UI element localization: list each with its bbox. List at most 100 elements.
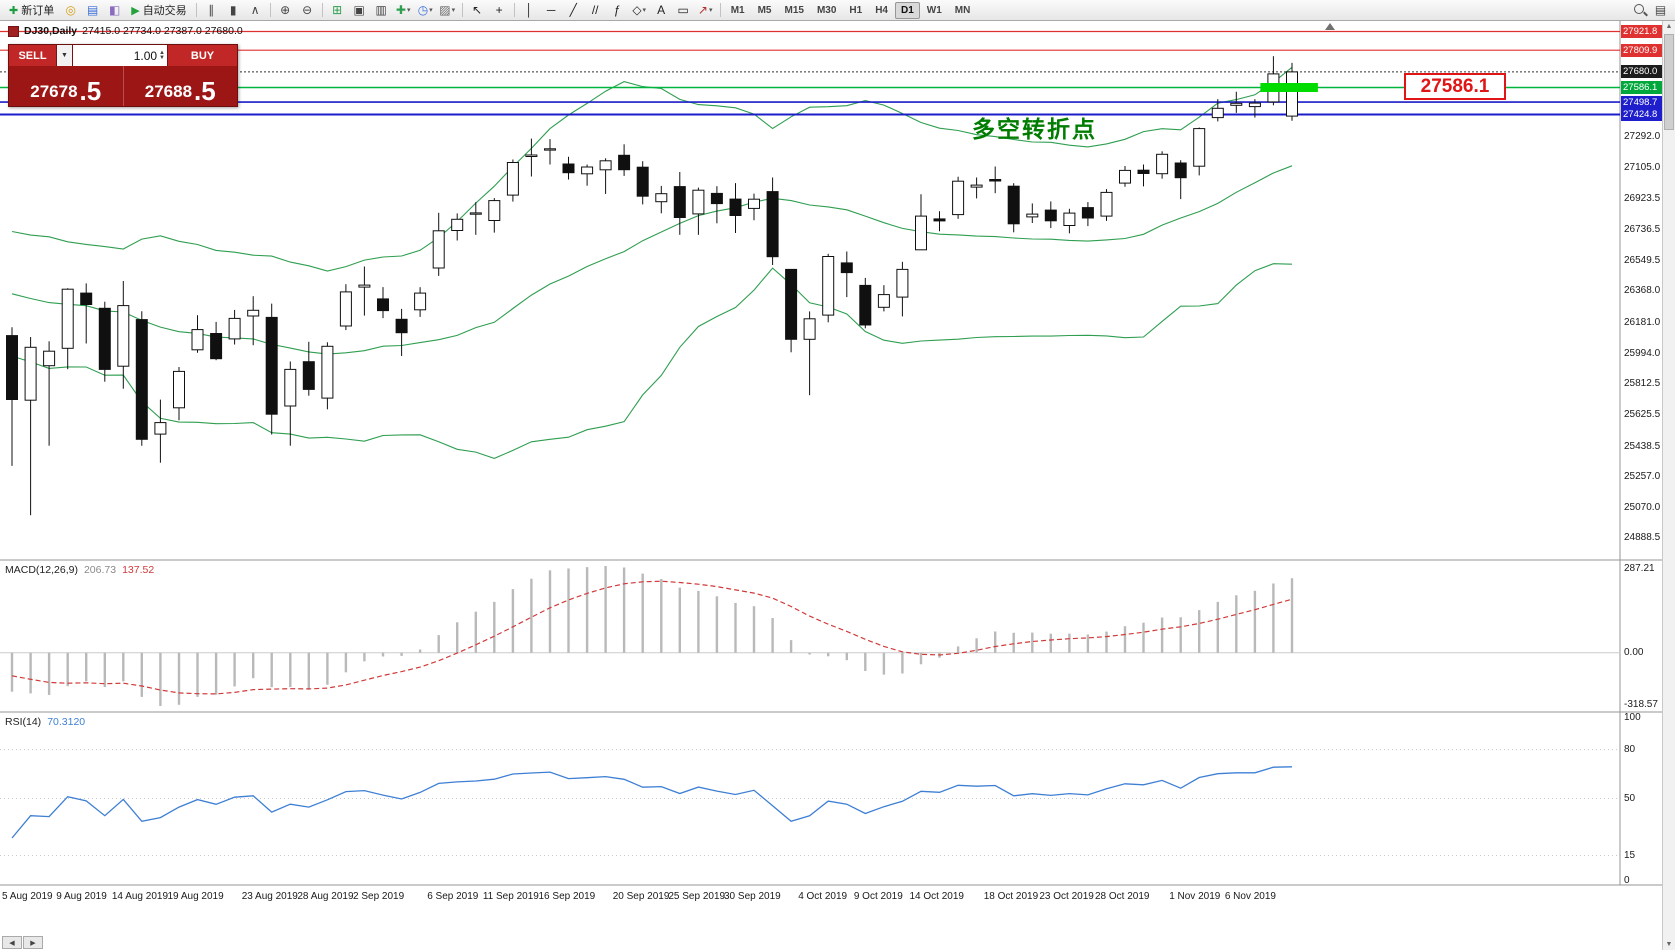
scrollbar-thumb[interactable] (1664, 34, 1674, 130)
date-axis-label: 25 Sep 2019 (668, 891, 726, 902)
timeframe-m1[interactable]: M1 (730, 4, 745, 16)
text-icon[interactable]: A (651, 1, 672, 20)
data-window-icon[interactable]: ▤ (1650, 1, 1671, 20)
volume-up-button[interactable]: ▲ (159, 49, 165, 56)
cascade-windows-icon[interactable]: ▣ (349, 1, 370, 20)
fibonacci-icon[interactable]: ƒ (607, 1, 628, 20)
date-axis-label: 28 Oct 2019 (1095, 891, 1150, 902)
timeframe-h4[interactable]: H4 (875, 4, 888, 16)
chart-title: DJ30,Daily 27415.0 27734.0 27387.0 27680… (8, 25, 243, 37)
volume-input[interactable]: 1.00 ▲ ▼ (73, 45, 168, 66)
arrange-windows-icon[interactable]: ▥ (371, 1, 392, 20)
horizontal-line-icon: ─ (546, 3, 556, 17)
timeframe-m30[interactable]: M30 (816, 4, 837, 16)
price-axis-label: 26923.5 (1624, 192, 1661, 204)
vertical-scrollbar[interactable]: ▲ ▼ (1662, 21, 1675, 950)
sell-price[interactable]: 27678 .5 (9, 66, 123, 106)
date-axis-label: 28 Aug 2019 (297, 891, 354, 902)
chart-symbol-icon (8, 25, 19, 37)
arrows-icon[interactable]: ↗ ▾ (695, 1, 716, 20)
tile-windows-icon: ⊞ (332, 3, 343, 17)
horizontal-line-icon[interactable]: ─ (541, 1, 562, 20)
charts-cycle-icon[interactable]: ▤ (82, 1, 103, 20)
fibonacci-icon: ƒ (613, 3, 621, 17)
highlight-segment[interactable] (1260, 83, 1318, 92)
scroll-down-icon[interactable]: ▼ (1665, 941, 1673, 948)
order-type-dropdown[interactable]: ▼ (56, 45, 73, 66)
timeframe-w1[interactable]: W1 (926, 4, 942, 16)
price-axis-tag[interactable]: 27424.8 (1621, 107, 1662, 121)
date-axis-label: 6 Sep 2019 (427, 891, 479, 902)
channel-icon[interactable]: // (585, 1, 606, 20)
toolbar-separator (513, 3, 515, 17)
bar-chart-type-icon: ∥ (208, 3, 215, 17)
price-level-label[interactable]: 27586.1 (1404, 73, 1506, 100)
line-chart-type-icon[interactable]: ∧ (245, 1, 266, 20)
bar-chart-type-icon[interactable]: ∥ (201, 1, 222, 20)
price-axis-tag[interactable]: 27921.8 (1621, 24, 1662, 38)
price-axis-tag[interactable]: 27586.1 (1621, 81, 1662, 95)
macd-main-value: 206.73 (83, 564, 117, 576)
zoom-out-icon[interactable]: ⊖ (297, 1, 318, 20)
turning-point-annotation[interactable]: 多空转折点 (972, 116, 1097, 142)
new-chart-icon[interactable]: ✚ ▾ (393, 1, 414, 20)
rsi-axis-label: 15 (1624, 850, 1636, 862)
price-axis-label: 25625.5 (1624, 409, 1661, 421)
main-toolbar: ✚ 新订单 ◎ ▤ ◧ ▶ 自动交易 ∥ ▮ ∧ ⊕ ⊖ ⊞ ▣ ▥ ✚ ▾ ◷ ▾ ▨ ▾ ↖ + │ ─ ╱//ƒ ◇ ▾ A ▭ ↗ ▾… (0, 0, 1675, 21)
trendline-icon: ╱ (569, 3, 577, 17)
date-axis-label: 23 Aug 2019 (241, 891, 298, 902)
price-axis-label: 25994.0 (1624, 347, 1661, 359)
price-axis-label: 25070.0 (1624, 502, 1661, 514)
strategy-tester-icon: ◧ (109, 3, 121, 17)
chart-tabs-scroll: ◀ ▶ (2, 936, 43, 949)
timeframe-m15[interactable]: M15 (784, 4, 804, 16)
timeframe-d1[interactable]: D1 (895, 1, 920, 19)
vertical-line-icon[interactable]: │ (519, 1, 540, 20)
cursor-icon[interactable]: ↖ (467, 1, 488, 20)
price-axis-tag[interactable]: 27498.7 (1621, 95, 1662, 109)
search-icon[interactable] (1632, 2, 1649, 18)
text-label-icon[interactable]: ▭ (673, 1, 694, 20)
candlestick-series (6, 56, 1298, 516)
chart-shift-marker[interactable] (1325, 23, 1335, 30)
timeframe-m5[interactable]: M5 (757, 4, 772, 16)
new-order-button[interactable]: ✚ 新订单 (4, 2, 59, 19)
mql5-community-icon[interactable]: ◎ (60, 1, 81, 20)
toolbar-separator (321, 3, 323, 17)
crosshair-icon[interactable]: + (489, 1, 510, 20)
macd-name: MACD(12,26,9) (5, 564, 78, 576)
price-axis-label: 26181.0 (1624, 316, 1661, 328)
tabs-scroll-right-icon[interactable]: ▶ (23, 936, 43, 949)
tile-windows-icon[interactable]: ⊞ (327, 1, 348, 20)
zoom-in-icon: ⊕ (280, 3, 291, 17)
trendline-icon[interactable]: ╱ (563, 1, 584, 20)
text-label-icon: ▭ (677, 3, 689, 17)
price-axis-label: 25812.5 (1624, 378, 1661, 390)
buy-button[interactable]: BUY (168, 45, 237, 66)
date-axis-label: 9 Oct 2019 (853, 891, 903, 902)
timeframe-h1[interactable]: H1 (849, 4, 863, 16)
templates-icon[interactable]: ▨ ▾ (437, 1, 458, 20)
price-axis-tag[interactable]: 27809.9 (1621, 43, 1662, 57)
price-axis-label: 24888.5 (1624, 532, 1661, 544)
candlestick-type-icon: ▮ (229, 3, 237, 17)
zoom-in-icon[interactable]: ⊕ (275, 1, 296, 20)
macd-axis-min: -318.57 (1624, 699, 1658, 710)
profiles-icon[interactable]: ◷ ▾ (415, 1, 436, 20)
date-axis-label: 5 Aug 2019 (2, 891, 53, 902)
sell-button[interactable]: SELL (9, 45, 56, 66)
volume-value: 1.00 (133, 48, 158, 63)
volume-down-button[interactable]: ▼ (159, 54, 165, 61)
price-axis-tag[interactable]: 27680.0 (1621, 65, 1662, 79)
buy-price[interactable]: 27688 .5 (122, 66, 238, 106)
date-axis-label: 1 Nov 2019 (1169, 891, 1221, 902)
timeframe-mn[interactable]: MN (954, 4, 971, 16)
tabs-scroll-left-icon[interactable]: ◀ (2, 936, 22, 949)
autotrading-button[interactable]: ▶ 自动交易 (126, 2, 191, 19)
shapes-icon[interactable]: ◇ ▾ (629, 1, 650, 20)
scroll-up-icon[interactable]: ▲ (1665, 23, 1673, 30)
candlestick-type-icon[interactable]: ▮ (223, 1, 244, 20)
strategy-tester-icon[interactable]: ◧ (104, 1, 125, 20)
line-chart-type-icon: ∧ (250, 3, 260, 17)
